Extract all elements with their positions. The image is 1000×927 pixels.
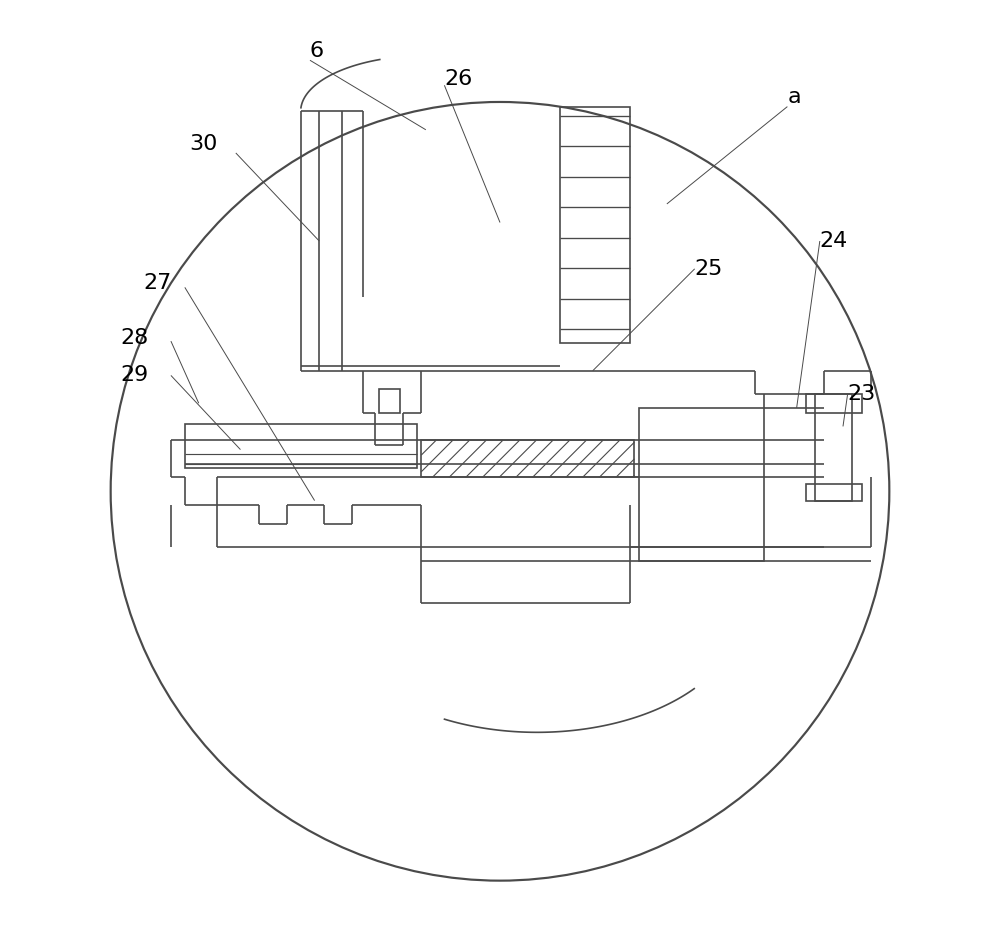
Bar <box>379 389 400 413</box>
Text: 29: 29 <box>120 365 148 386</box>
Text: a: a <box>787 87 801 108</box>
Bar <box>421 440 634 477</box>
Text: 27: 27 <box>143 273 171 293</box>
Text: 28: 28 <box>120 328 148 349</box>
Bar <box>806 394 862 413</box>
Text: 23: 23 <box>848 384 876 404</box>
Text: 30: 30 <box>189 133 218 154</box>
Bar <box>185 424 417 468</box>
Text: 6: 6 <box>310 41 324 61</box>
Text: 25: 25 <box>695 259 723 279</box>
Text: 26: 26 <box>444 69 473 89</box>
Bar <box>560 107 630 343</box>
Bar <box>639 408 764 561</box>
Bar <box>815 394 852 501</box>
Text: 24: 24 <box>820 231 848 251</box>
Bar <box>806 484 862 501</box>
